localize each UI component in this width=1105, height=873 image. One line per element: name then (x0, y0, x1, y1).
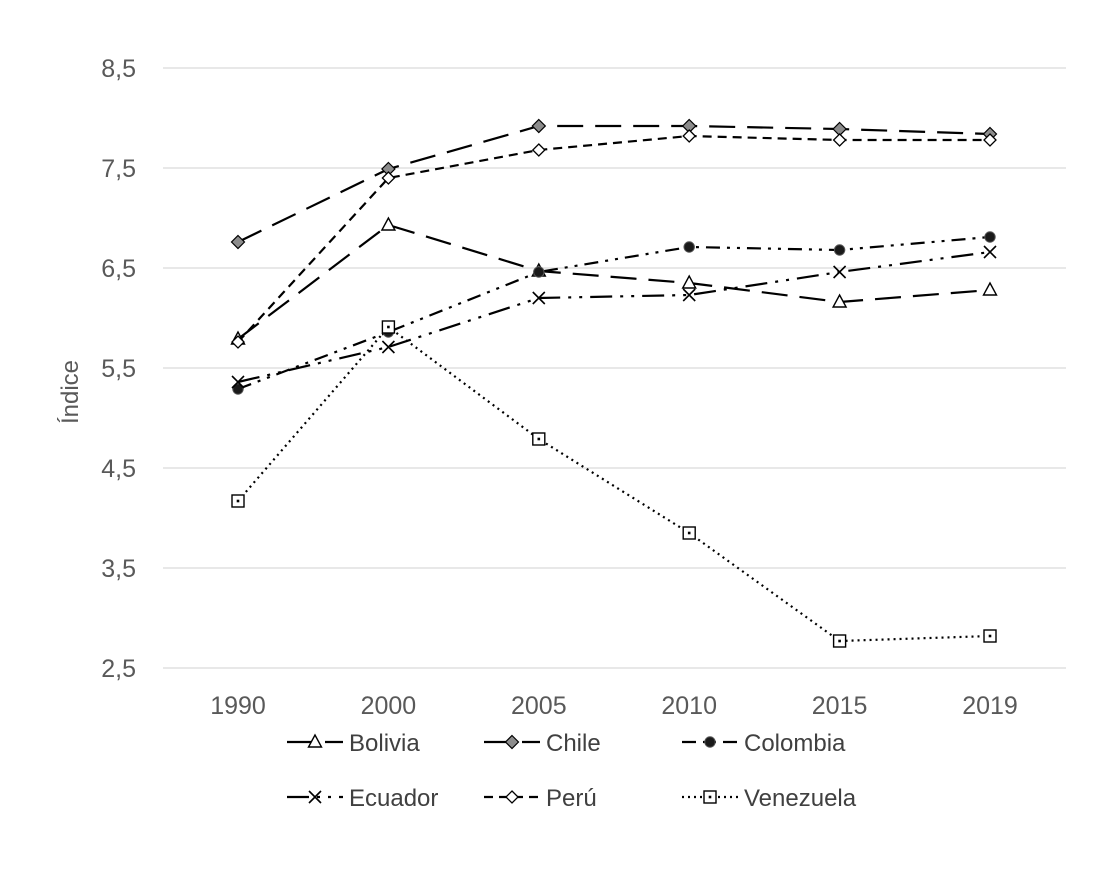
legend-item: Colombia (682, 730, 846, 757)
data-point (533, 266, 545, 278)
data-point (982, 281, 998, 296)
data-point (831, 293, 848, 308)
legend-item: Venezuela (682, 785, 857, 812)
legend: Bolivia Chile Colombia Ecuador Perú Venezuela (287, 730, 857, 812)
data-point (232, 383, 244, 395)
data-point (984, 231, 996, 243)
series-chile (230, 118, 998, 250)
legend-label: Ecuador (349, 785, 438, 812)
series-ecuador (231, 245, 997, 389)
x-tick-label: 2000 (361, 692, 417, 720)
series-line (237, 124, 991, 243)
series-line (237, 325, 991, 643)
x-tick-label: 2015 (812, 692, 868, 720)
series (230, 118, 998, 648)
y-tick-label: 5,5 (101, 355, 136, 383)
y-tick-label: 7,5 (101, 155, 136, 183)
series-line (237, 134, 990, 343)
legend-item: Perú (484, 785, 597, 812)
data-point (531, 143, 546, 157)
legend-label: Bolivia (349, 730, 420, 757)
data-point (983, 245, 997, 259)
x-tick-label: 2005 (511, 692, 567, 720)
x-tick-label: 2010 (661, 692, 717, 720)
data-point (832, 133, 847, 147)
data-point (308, 790, 322, 804)
marker-dot (236, 499, 240, 503)
marker-dot (537, 437, 541, 441)
y-tick-label: 8,5 (101, 55, 136, 83)
x-tick-label: 2019 (962, 692, 1018, 720)
marker-dot (687, 531, 691, 535)
series-venezuela (231, 320, 997, 648)
marker-dot (988, 634, 992, 638)
series-per (231, 129, 997, 349)
data-point (230, 234, 246, 250)
y-axis-title: Índice (57, 360, 84, 424)
legend-label: Chile (546, 730, 601, 757)
data-point (380, 216, 397, 231)
series-line (237, 250, 991, 384)
data-point (381, 171, 396, 185)
series-bolivia (230, 216, 998, 345)
data-point (833, 265, 847, 279)
data-point (682, 288, 696, 302)
legend-label: Colombia (744, 730, 846, 757)
legend-label: Venezuela (744, 785, 857, 812)
data-point (682, 129, 697, 143)
legend-item: Ecuador (287, 785, 438, 812)
marker-dot (708, 795, 712, 799)
data-point (532, 291, 546, 305)
data-point (704, 736, 716, 748)
data-point (681, 274, 697, 289)
data-point (505, 790, 519, 804)
legend-label: Perú (546, 785, 597, 812)
legend-item: Bolivia (287, 730, 420, 757)
marker-dot (387, 325, 390, 329)
y-tick-label: 3,5 (101, 555, 136, 583)
series-line (237, 223, 991, 340)
data-point (231, 375, 245, 389)
marker-dot (838, 639, 841, 643)
data-point (833, 244, 846, 256)
y-tick-label: 2,5 (101, 655, 136, 683)
y-tick-label: 4,5 (101, 455, 136, 483)
legend-item: Chile (484, 730, 601, 757)
data-point (531, 118, 547, 134)
x-axis-ticks: 1990 2000 2005 2010 2015 2019 (210, 692, 1018, 720)
series-line (237, 235, 991, 391)
data-point (381, 340, 395, 354)
y-axis-ticks: 2,5 3,5 4,5 5,5 6,5 7,5 8,5 (101, 55, 136, 683)
data-point (307, 733, 323, 748)
data-point (683, 241, 695, 253)
x-tick-label: 1990 (210, 692, 266, 720)
data-point (983, 133, 997, 147)
data-point (504, 734, 520, 750)
data-point (231, 335, 245, 349)
y-tick-label: 6,5 (101, 255, 136, 283)
gridlines (163, 67, 1066, 669)
